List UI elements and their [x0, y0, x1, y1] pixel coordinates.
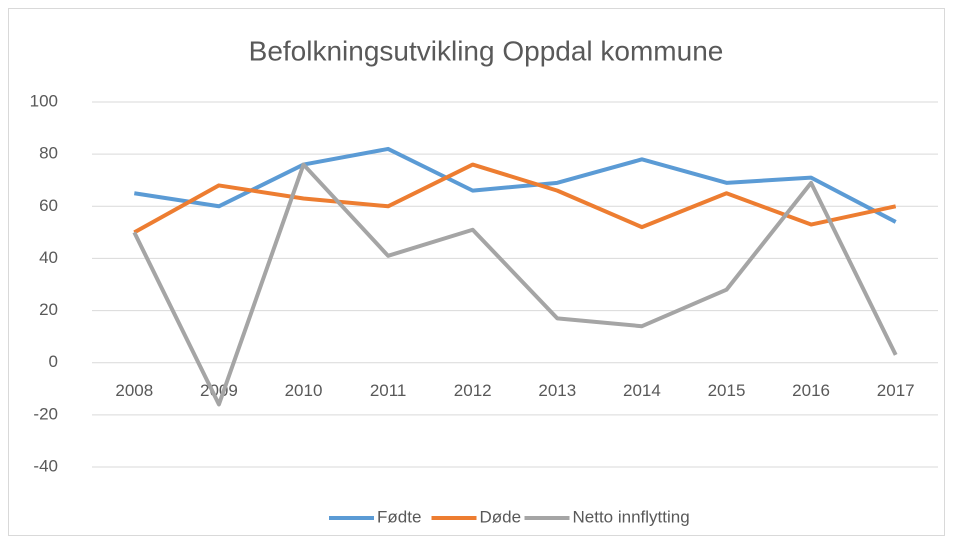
x-tick-label: 2016 [792, 381, 830, 400]
x-tick-label: 2014 [623, 381, 661, 400]
x-tick-label: 2013 [538, 381, 576, 400]
legend-label: Døde [480, 507, 522, 526]
x-tick-label: 2010 [285, 381, 323, 400]
y-tick-label: -40 [33, 456, 58, 475]
x-tick-label: 2012 [454, 381, 492, 400]
x-tick-label: 2017 [877, 381, 915, 400]
x-tick-label: 2015 [708, 381, 746, 400]
y-tick-label: 100 [30, 91, 58, 110]
y-tick-label: 60 [39, 196, 58, 215]
series-line [132, 162, 898, 407]
series-line [133, 162, 897, 235]
chart-title: Befolkningsutvikling Oppdal kommune [249, 35, 724, 66]
legend-label: Netto innflytting [573, 507, 690, 526]
x-tick-label: 2009 [200, 381, 238, 400]
legend-label: Fødte [377, 507, 421, 526]
y-tick-label: 20 [39, 300, 58, 319]
chart-border [8, 8, 945, 536]
y-tick-label: 80 [39, 144, 58, 163]
y-tick-label: -20 [33, 404, 58, 423]
x-tick-label: 2008 [115, 381, 153, 400]
x-tick-label: 2011 [370, 381, 407, 400]
series-line [133, 146, 897, 224]
y-tick-label: 0 [49, 352, 58, 371]
y-tick-label: 40 [39, 248, 58, 267]
